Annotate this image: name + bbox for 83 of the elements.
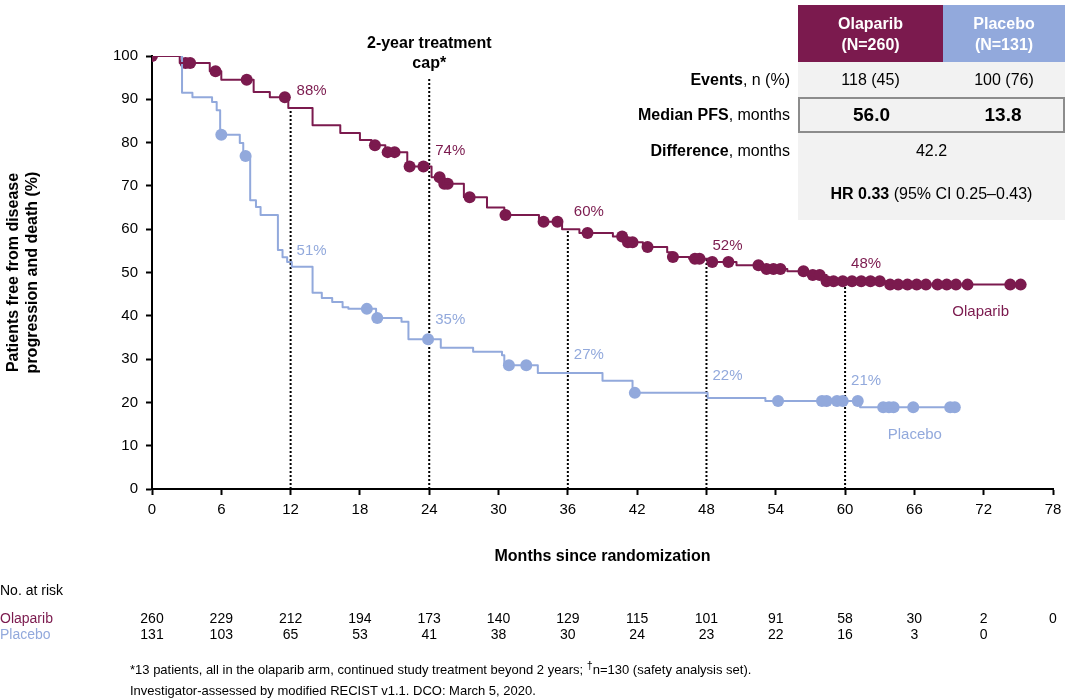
ref-line-label: 2-year treatment cap*: [366, 34, 493, 72]
text: 3: [910, 626, 919, 642]
y-tick-label: 0: [129, 479, 138, 497]
annotation: 51%: [296, 240, 327, 258]
text: 2: [979, 610, 988, 626]
category-label: Events, n (%): [690, 70, 790, 88]
y-tick-label: 10: [121, 435, 138, 453]
x-tick-label: 78: [1044, 500, 1062, 518]
text: 56.0: [853, 104, 890, 125]
text: 0: [979, 626, 988, 642]
x-tick-label: 24: [420, 500, 438, 518]
category-label: Placebo (N=131): [972, 13, 1036, 55]
text: 23: [698, 626, 715, 642]
y-tick-label: 20: [121, 392, 138, 410]
text: 100 (76): [974, 70, 1034, 88]
category-label: Difference, months: [650, 141, 790, 159]
text: 140: [486, 610, 511, 626]
text: 129: [556, 610, 580, 626]
y-axis-title: Patients free from disease progression and death (%): [4, 171, 41, 374]
text: 53: [352, 626, 368, 642]
series-label: Olaparib: [952, 302, 1010, 320]
annotation: 52%: [712, 236, 743, 254]
y-tick-label: 30: [121, 349, 138, 367]
annotation: 88%: [296, 80, 327, 98]
text: 41: [421, 626, 437, 642]
text: 103: [209, 626, 233, 642]
x-tick-label: 6: [217, 500, 226, 518]
y-tick-label: 100: [112, 46, 138, 64]
category-label: Olaparib: [0, 610, 53, 626]
x-tick-label: 48: [698, 500, 715, 518]
annotation: 74%: [435, 141, 466, 159]
annotation: 48%: [851, 253, 882, 271]
text: 260: [140, 610, 164, 626]
x-tick-label: 30: [490, 500, 507, 518]
text: 131: [140, 626, 164, 642]
category-label: Median PFS, months: [637, 106, 790, 123]
x-tick-label: 36: [559, 500, 577, 518]
text: 173: [417, 610, 441, 626]
category-label: Olaparib (N=260): [837, 13, 904, 55]
x-tick-label: 66: [906, 500, 923, 518]
annotation: 35%: [435, 310, 466, 328]
x-tick-label: 42: [628, 500, 646, 518]
text: 194: [348, 610, 372, 626]
text: 24: [629, 626, 645, 642]
text: 118 (45): [841, 70, 900, 88]
y-tick-label: 90: [121, 89, 138, 107]
text: 115: [625, 610, 649, 626]
x-tick-label: 18: [351, 500, 369, 518]
text: 101: [694, 610, 719, 626]
annotation: HR 0.33 (95% CI 0.25–0.43): [830, 185, 1033, 203]
annotation: 21%: [851, 370, 882, 388]
text: 22: [767, 626, 784, 642]
text: 91: [767, 610, 784, 626]
text: 30: [906, 610, 923, 626]
text: *13 patients, all in the olaparib arm, continued study treatment beyond 2 years; $^{†}$n=130 (safety analysis set).: [130, 658, 752, 680]
y-tick-label: 60: [121, 219, 138, 237]
annotation: 22%: [712, 366, 743, 384]
text: 16: [837, 626, 853, 642]
text: 13.8: [984, 104, 1022, 125]
category-label: Placebo: [0, 626, 51, 642]
text: 212: [278, 610, 303, 626]
y-tick-label: 40: [121, 305, 138, 323]
text: 42.2: [915, 141, 948, 159]
text: No. at risk: [0, 582, 64, 598]
text: 38: [490, 626, 507, 642]
annotation: 27%: [573, 344, 604, 362]
y-tick-label: 80: [121, 132, 138, 150]
annotation: 60%: [573, 201, 604, 219]
x-tick-label: 12: [282, 500, 299, 518]
x-tick-label: 72: [975, 500, 993, 518]
x-tick-label: 0: [147, 500, 157, 518]
text: 229: [209, 610, 233, 626]
text: 65: [282, 626, 299, 642]
x-tick-label: 60: [836, 500, 854, 518]
x-tick-label: 54: [767, 500, 785, 518]
series-label: Placebo: [887, 424, 942, 442]
text: 30: [560, 626, 576, 642]
y-tick-label: 50: [121, 262, 138, 280]
text: Investigator-assessed by modified RECIST v1.1. DCO: March 5, 2020.: [130, 682, 537, 699]
text: 0: [1049, 610, 1057, 626]
y-tick-label: 70: [121, 176, 138, 194]
text: 58: [837, 610, 853, 626]
x-axis-title: Months since randomization: [494, 546, 711, 564]
